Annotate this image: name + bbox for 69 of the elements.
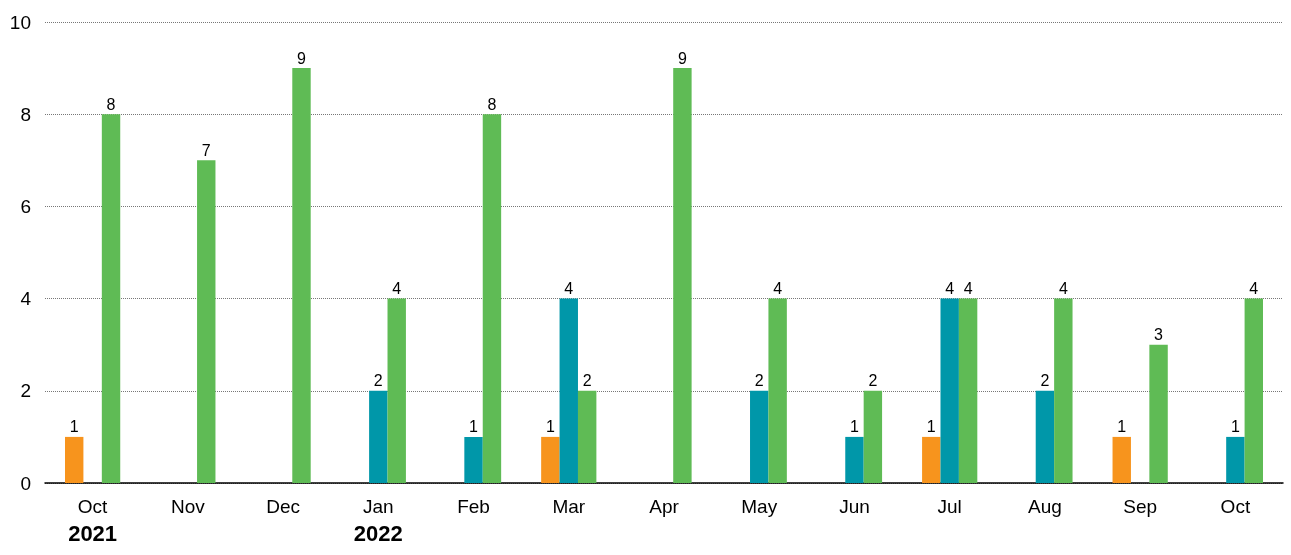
data-label: 8 (487, 95, 497, 113)
bar (863, 390, 883, 483)
data-label: 1 (545, 418, 555, 436)
bar (768, 298, 787, 483)
x-tick-label: Feb (457, 496, 490, 517)
bar (197, 160, 216, 483)
data-label: 1 (69, 418, 79, 436)
bar (292, 68, 311, 483)
data-label: 4 (945, 280, 955, 298)
bar (101, 114, 121, 483)
data-label: 2 (373, 372, 383, 390)
data-label: 4 (773, 280, 783, 298)
data-label: 2 (582, 372, 592, 390)
data-label: 4 (1249, 280, 1259, 298)
x-tick-label: Jan 2022 (353, 496, 403, 546)
x-tick-label: Oct (1220, 496, 1251, 517)
bar (673, 68, 692, 483)
data-label: 4 (963, 280, 973, 298)
x-tick-label: May (741, 496, 778, 517)
y-tick-label: 2 (20, 380, 31, 402)
x-tick-label: Mar (552, 496, 586, 517)
x-tick-label: Apr (649, 496, 680, 517)
x-tick-label: Oct 2021 (68, 496, 118, 546)
y-tick-label: 10 (9, 11, 31, 33)
bar (845, 436, 864, 483)
bar (750, 390, 769, 483)
bar (1112, 436, 1131, 483)
data-label: 1 (1117, 418, 1127, 436)
bar (369, 390, 388, 483)
data-label: 4 (1058, 280, 1068, 298)
y-tick-label: 0 (20, 472, 31, 494)
y-tick-label: 8 (20, 103, 31, 125)
bar (577, 390, 597, 483)
x-tick-label: Sep (1123, 496, 1158, 517)
data-label: 1 (1230, 418, 1240, 436)
bar (940, 298, 959, 483)
bar (65, 436, 84, 483)
x-tick-label: Jul (937, 496, 962, 517)
bar (541, 436, 560, 483)
data-label: 9 (297, 49, 307, 67)
data-label: 4 (392, 280, 402, 298)
data-label: 1 (469, 418, 479, 436)
x-tick-label: Nov (170, 496, 206, 517)
bar (1035, 390, 1055, 483)
bar (958, 298, 978, 483)
bar (1149, 344, 1168, 483)
x-tick-label: Dec (266, 496, 300, 517)
x-tick-label: Aug (1028, 496, 1062, 517)
bar (1244, 298, 1263, 483)
data-label: 2 (754, 372, 764, 390)
data-label: 9 (677, 49, 687, 67)
bar (559, 298, 578, 483)
y-tick-label: 4 (20, 288, 32, 310)
data-label: 2 (868, 372, 878, 390)
bar (1054, 298, 1073, 483)
data-label: 7 (201, 141, 211, 159)
bar (482, 114, 502, 483)
data-label: 1 (926, 418, 936, 436)
data-label: 2 (1040, 372, 1050, 390)
data-label: 3 (1154, 326, 1164, 344)
data-label: 4 (564, 280, 574, 298)
y-tick-label: 6 (20, 195, 31, 217)
data-label: 1 (850, 418, 860, 436)
data-label: 8 (106, 95, 116, 113)
x-tick-label: Jun (839, 496, 870, 517)
bar (922, 436, 941, 483)
bar (1226, 436, 1245, 483)
bar (387, 298, 406, 483)
bar (464, 436, 483, 483)
